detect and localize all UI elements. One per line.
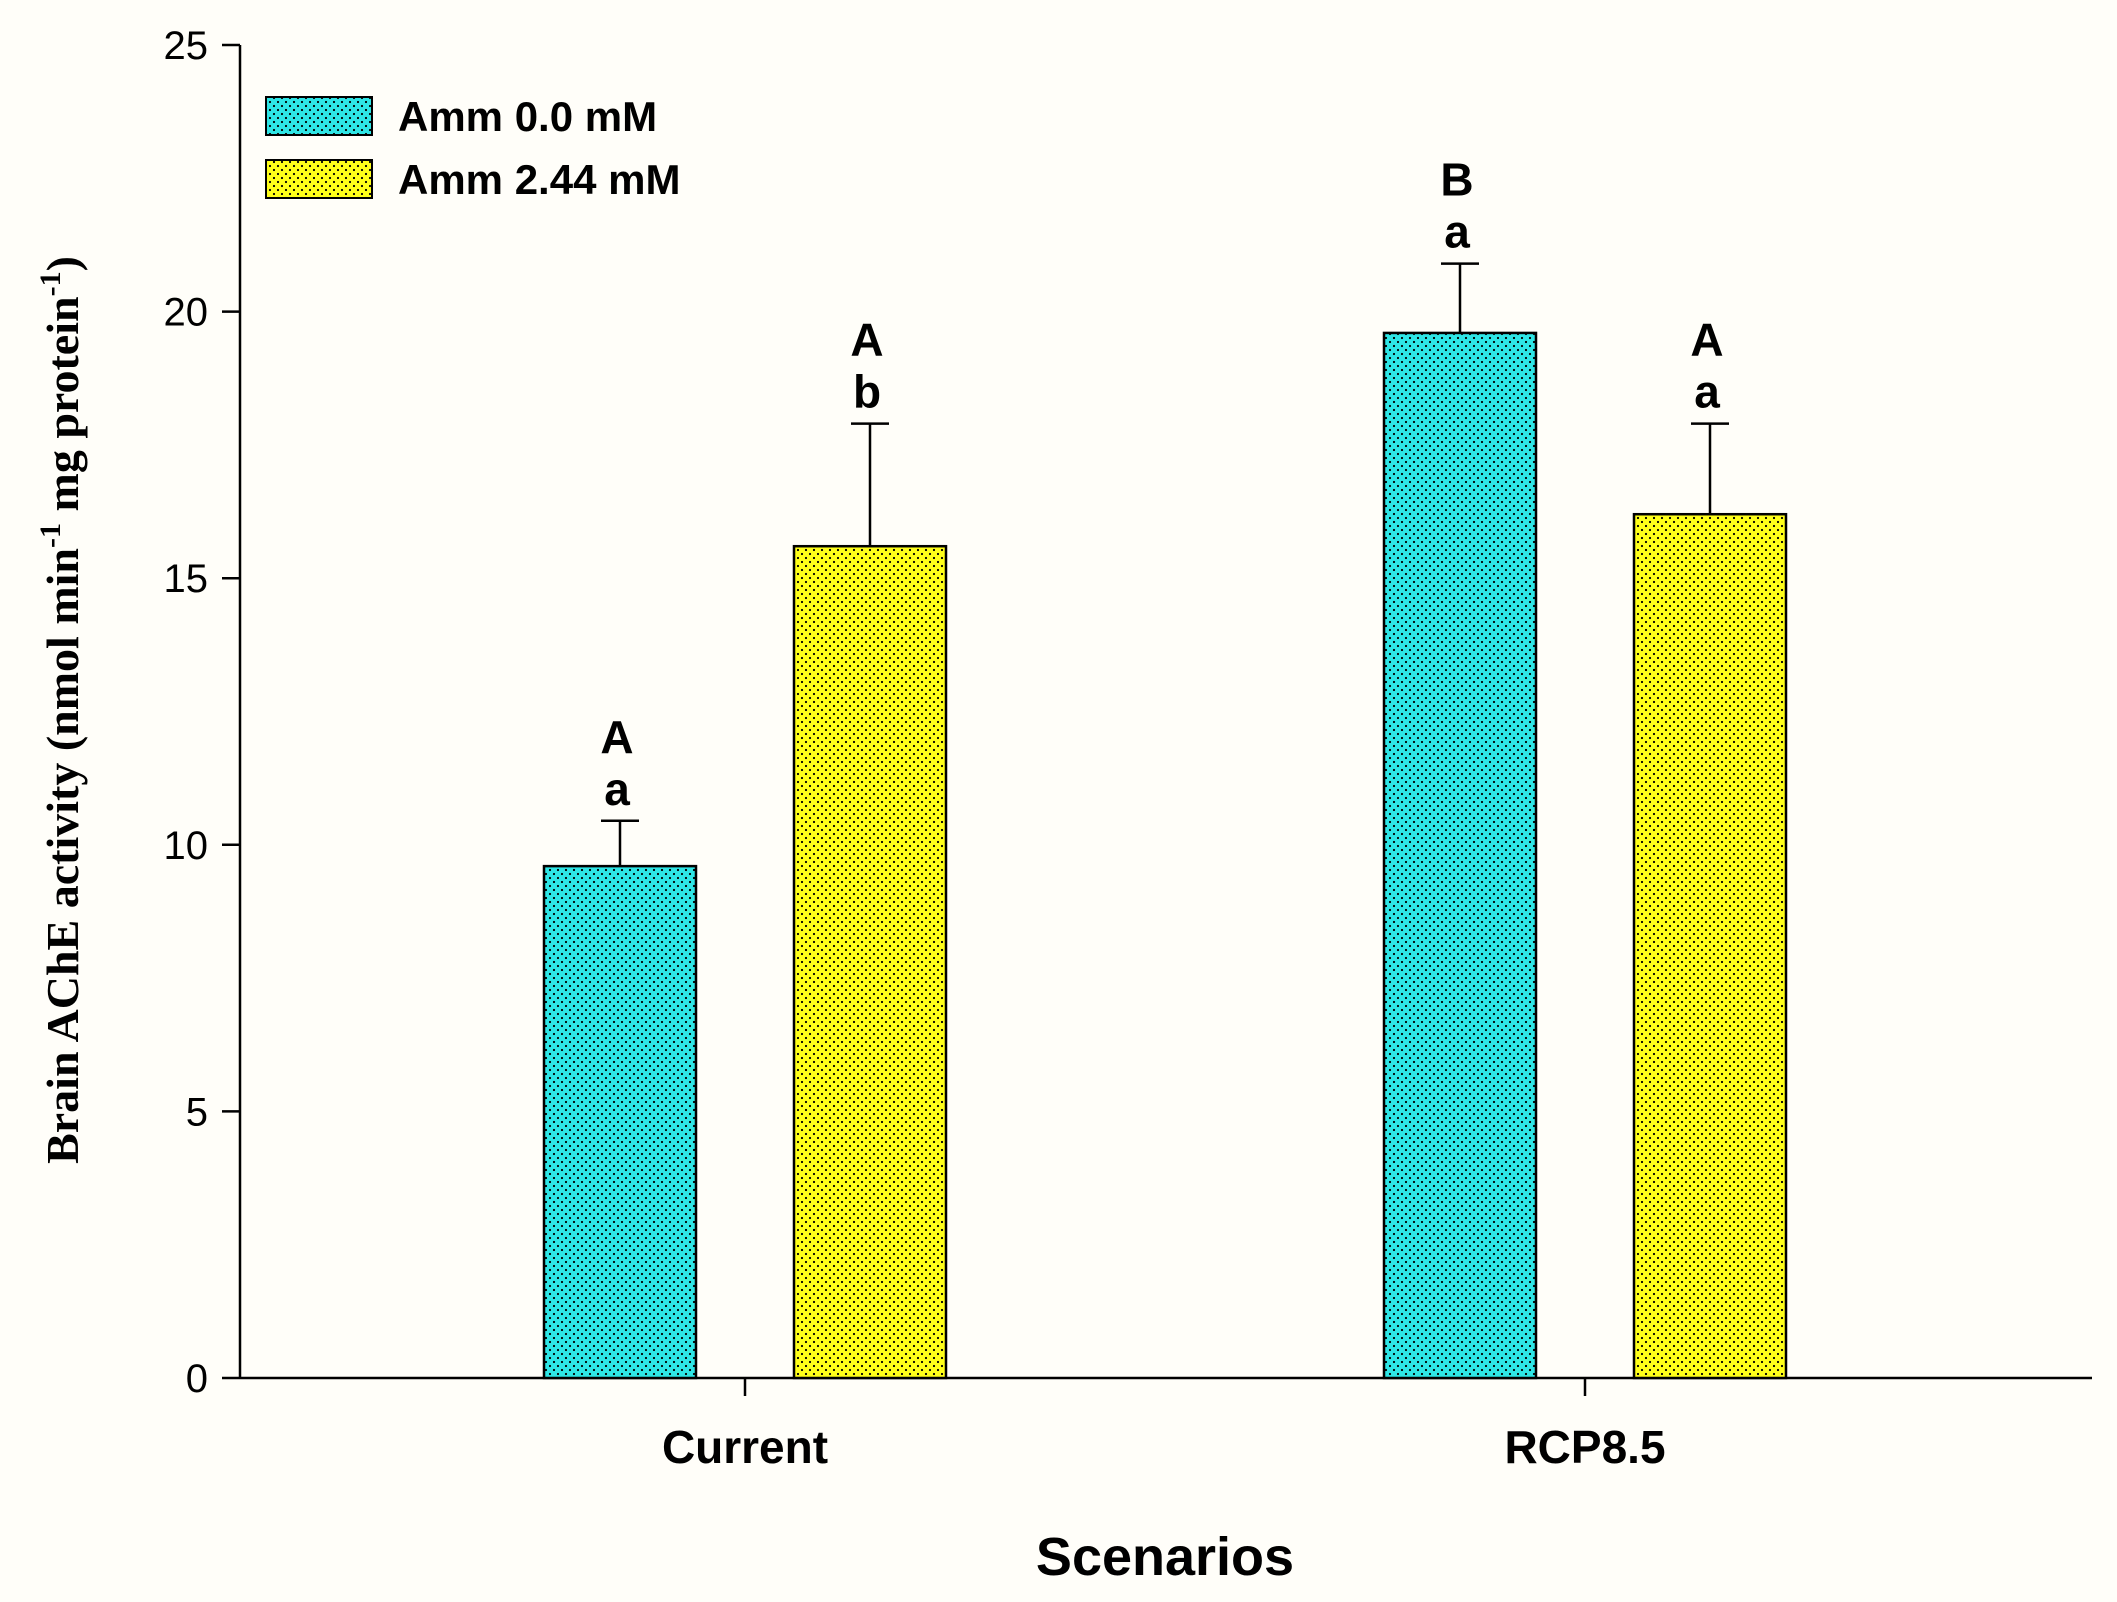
x-axis-title: Scenarios [1036,1527,1294,1587]
significance-label-upper: A [600,711,633,763]
y-tick-label: 10 [164,824,209,868]
y-tick-label: 25 [164,24,209,68]
legend-swatch-amm-244 [265,159,373,199]
x-tick-label: RCP8.5 [1504,1421,1665,1473]
significance-label-lower: a [604,763,630,815]
y-tick-label: 15 [164,557,209,601]
significance-label-upper: B [1440,154,1473,206]
significance-label-upper: A [1690,314,1723,366]
y-axis-title: Brain AChE activity (nmol min-1 mg prote… [34,256,88,1164]
legend-label-amm-244: Amm 2.44 mM [398,156,680,203]
bar [1382,331,1538,1380]
significance-label-lower: a [1694,366,1720,418]
bar [1632,512,1788,1380]
y-tick-label: 0 [186,1357,208,1401]
legend-swatch-amm-0 [265,96,373,136]
bar [542,864,698,1380]
legend-label-amm-0: Amm 0.0 mM [398,93,657,140]
y-tick-label: 5 [186,1090,208,1134]
y-tick-label: 20 [164,291,209,335]
significance-label-lower: a [1444,206,1470,258]
significance-label-lower: b [853,366,881,418]
significance-label-upper: A [850,314,883,366]
x-tick-label: Current [662,1421,828,1473]
bar [792,544,948,1380]
legend: Amm 0.0 mM Amm 2.44 mM [265,93,680,203]
